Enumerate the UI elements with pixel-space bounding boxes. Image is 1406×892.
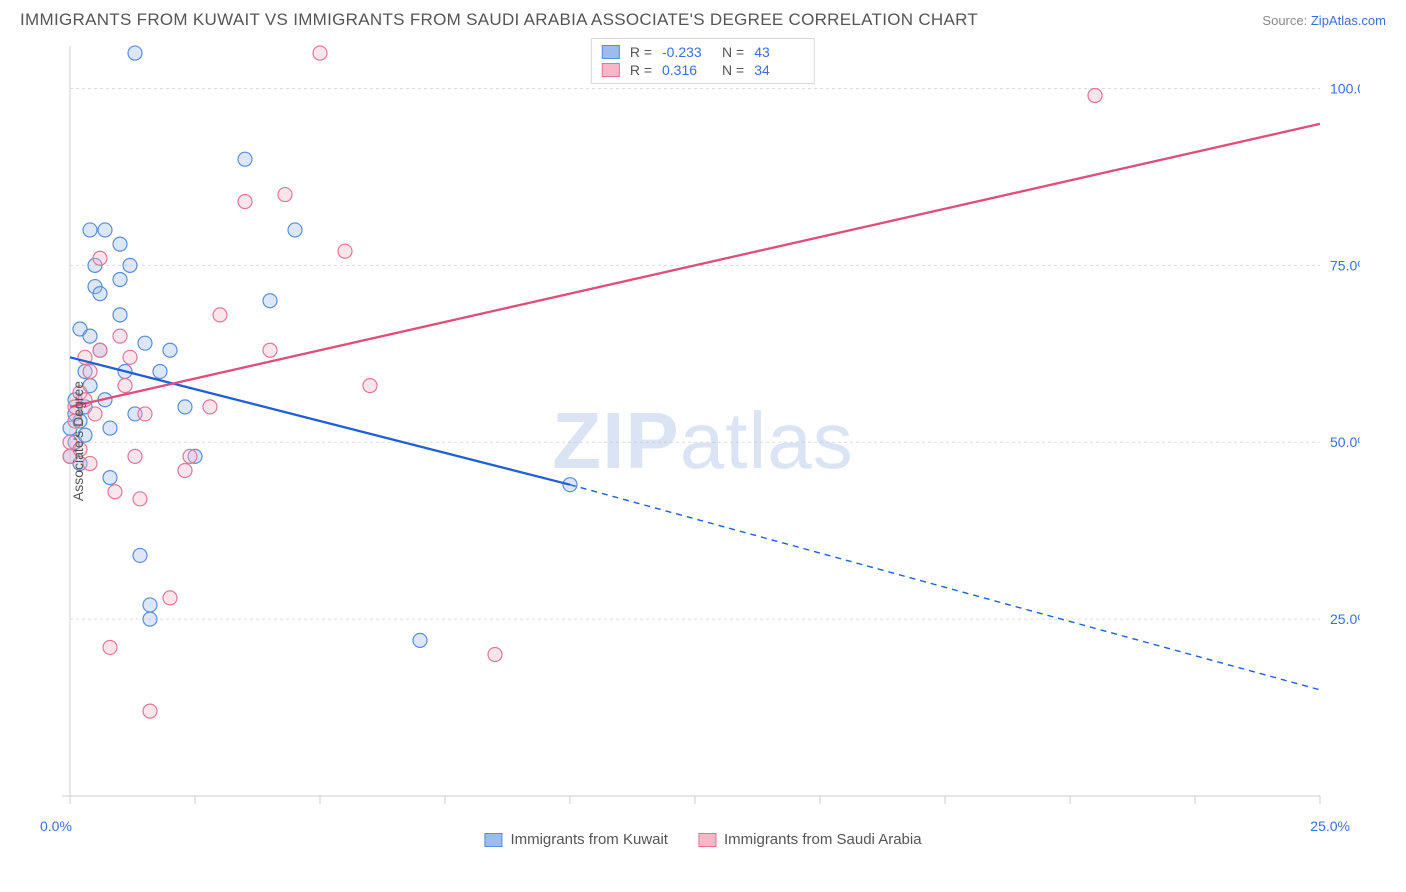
svg-text:25.0%: 25.0% [1310,818,1350,834]
series-legend: Immigrants from Kuwait Immigrants from Sa… [484,831,921,848]
svg-text:50.0%: 50.0% [1330,434,1360,450]
legend-item: Immigrants from Saudi Arabia [698,831,922,848]
r-value: 0.316 [662,62,712,78]
legend-item: Immigrants from Kuwait [484,831,668,848]
svg-text:100.0%: 100.0% [1330,80,1360,96]
y-axis-label: Associate's Degree [70,381,86,501]
svg-text:75.0%: 75.0% [1330,257,1360,273]
source-attribution: Source: ZipAtlas.com [1262,13,1386,28]
correlation-chart: 25.0% 50.0% 75.0% 100.0% 0.0% 25.0% [20,36,1360,846]
series-name: Immigrants from Saudi Arabia [724,831,922,848]
source-link[interactable]: ZipAtlas.com [1311,13,1386,28]
stats-row: R = -0.233 N = 43 [602,43,804,61]
n-label: N = [722,44,744,60]
swatch-icon [602,45,620,59]
swatch-icon [484,833,502,847]
n-value: 34 [754,62,804,78]
chart-container: Associate's Degree 25.0% 50.0% 75.0% 100.0%… [20,36,1386,846]
r-label: R = [630,62,652,78]
n-label: N = [722,62,744,78]
swatch-icon [602,63,620,77]
r-label: R = [630,44,652,60]
svg-text:0.0%: 0.0% [40,818,72,834]
stats-row: R = 0.316 N = 34 [602,61,804,79]
correlation-stats-box: R = -0.233 N = 43 R = 0.316 N = 34 [591,38,815,84]
n-value: 43 [754,44,804,60]
swatch-icon [698,833,716,847]
svg-text:25.0%: 25.0% [1330,611,1360,627]
r-value: -0.233 [662,44,712,60]
source-label: Source: [1262,13,1307,28]
chart-title: IMMIGRANTS FROM KUWAIT VS IMMIGRANTS FRO… [20,10,978,30]
series-name: Immigrants from Kuwait [510,831,668,848]
